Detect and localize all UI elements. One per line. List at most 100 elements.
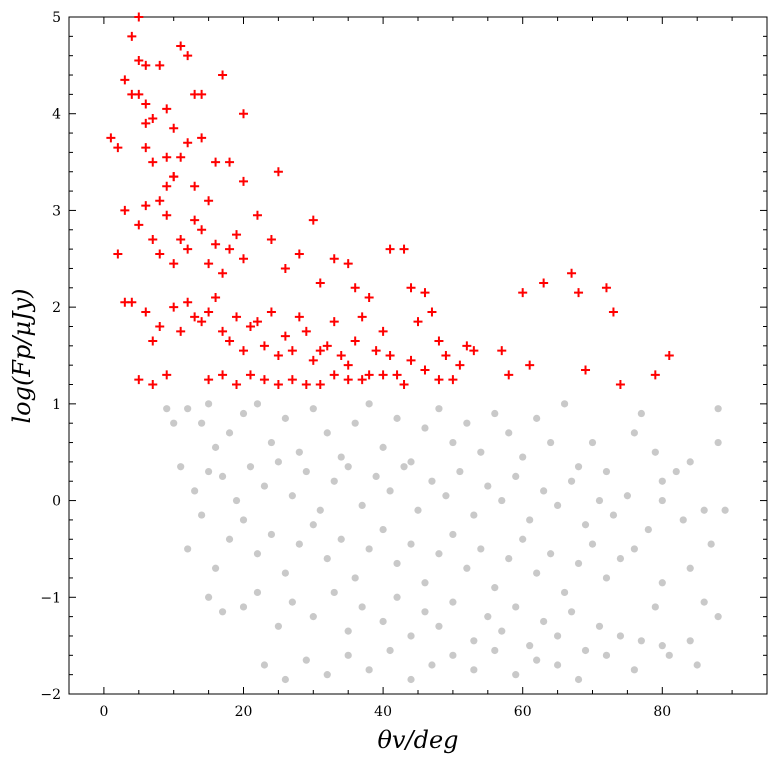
- red-plus-point: [141, 118, 151, 128]
- red-plus-point: [287, 346, 297, 356]
- red-plus-point: [176, 234, 186, 244]
- red-plus-point: [273, 380, 283, 390]
- red-plus-point: [204, 307, 214, 317]
- red-plus-point: [197, 317, 207, 327]
- y-axis-label: log(Fp/μJy): [8, 288, 36, 423]
- grey-point: [184, 405, 192, 413]
- red-plus-point: [239, 176, 248, 186]
- red-plus-point: [399, 380, 409, 390]
- red-plus-point: [155, 60, 165, 70]
- grey-point: [281, 569, 289, 577]
- grey-point: [651, 448, 659, 456]
- grey-point: [260, 661, 269, 669]
- red-plus-point: [259, 341, 269, 351]
- grey-point: [407, 540, 415, 548]
- x-tick-label: 40: [374, 704, 392, 720]
- grey-point: [602, 467, 611, 476]
- red-plus-point: [406, 355, 416, 365]
- red-plus-point: [134, 12, 144, 22]
- red-plus-point: [148, 336, 158, 346]
- grey-point: [246, 463, 255, 471]
- red-plus-point: [155, 196, 165, 206]
- grey-point: [337, 535, 345, 543]
- grey-point: [595, 622, 604, 630]
- red-plus-point: [148, 157, 158, 167]
- grey-point: [574, 463, 583, 471]
- red-plus-point: [176, 326, 186, 336]
- y-tick-label: −1: [40, 590, 61, 606]
- red-plus-point: [211, 292, 221, 302]
- grey-point: [239, 603, 248, 611]
- grey-point: [449, 651, 457, 659]
- grey-point: [651, 603, 659, 611]
- red-plus-point: [120, 205, 130, 215]
- red-plus-point: [469, 346, 479, 356]
- grey-point: [218, 472, 227, 480]
- plot-frame: [68, 16, 768, 695]
- red-plus-point: [601, 283, 611, 293]
- grey-point: [679, 516, 687, 524]
- grey-point: [581, 646, 590, 655]
- grey-point: [288, 598, 296, 606]
- red-plus-point: [106, 133, 116, 143]
- red-plus-point: [155, 249, 165, 259]
- grey-point: [295, 448, 303, 456]
- red-plus-point: [176, 41, 186, 51]
- red-plus-point: [308, 215, 318, 225]
- grey-point: [344, 627, 352, 635]
- grey-point: [386, 487, 394, 495]
- red-plus-point: [343, 375, 353, 385]
- grey-point: [512, 603, 520, 611]
- grey-point: [344, 651, 352, 659]
- red-plus-point: [141, 99, 151, 109]
- red-plus-point: [204, 375, 214, 385]
- red-plus-point: [127, 31, 137, 41]
- grey-point: [560, 400, 569, 408]
- grey-point: [302, 656, 310, 664]
- red-plus-point: [197, 225, 207, 235]
- grey-point: [288, 492, 296, 500]
- red-plus-point: [183, 138, 193, 148]
- grey-point: [372, 472, 380, 480]
- red-plus-point: [239, 254, 248, 264]
- red-plus-point: [378, 326, 388, 336]
- grey-point: [637, 409, 645, 418]
- red-plus-point: [371, 346, 381, 356]
- grey-point: [316, 506, 324, 514]
- grey-point: [693, 661, 701, 669]
- grey-point: [358, 603, 366, 611]
- red-plus-point: [350, 283, 360, 293]
- red-plus-point: [273, 351, 283, 360]
- grey-point: [267, 438, 276, 447]
- grey-point: [658, 477, 666, 485]
- grey-point: [225, 535, 234, 543]
- red-plus-point: [162, 210, 172, 220]
- grey-point: [337, 453, 345, 461]
- grey-point: [386, 646, 394, 655]
- grey-point: [191, 487, 199, 495]
- grey-point: [630, 666, 638, 674]
- grey-point: [281, 675, 289, 684]
- x-tick-label: 80: [653, 704, 671, 720]
- grey-point: [540, 617, 548, 626]
- grey-point: [616, 632, 625, 640]
- red-plus-point: [287, 375, 297, 385]
- y-tick-label: 5: [52, 10, 61, 26]
- grey-point: [211, 443, 220, 451]
- red-plus-point: [294, 249, 304, 259]
- grey-point: [498, 496, 506, 505]
- grey-point: [512, 671, 520, 679]
- grey-point: [449, 530, 457, 539]
- grey-point: [547, 550, 555, 558]
- grey-point: [442, 492, 450, 500]
- grey-point: [470, 637, 478, 645]
- grey-circle-series: [163, 400, 729, 684]
- y-tick-label: 4: [52, 107, 61, 123]
- grey-point: [351, 419, 359, 427]
- red-plus-point: [581, 365, 591, 375]
- y-tick-label: 0: [52, 494, 61, 510]
- grey-point: [170, 419, 178, 427]
- grey-point: [421, 579, 429, 587]
- red-plus-point: [225, 157, 235, 167]
